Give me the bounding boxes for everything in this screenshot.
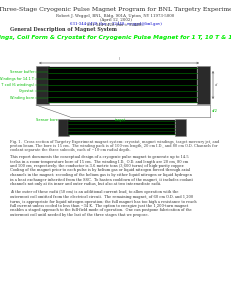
Text: channels in the magnet; recooling of the helium gas is by either liquid nitrogen: channels in the magnet; recooling of the… bbox=[10, 173, 192, 177]
Text: proton beam. The bore is 15 cm.  The winding pack is of 100-cm length, 20 cm I.D: proton beam. The bore is 15 cm. The wind… bbox=[10, 144, 218, 148]
Bar bbox=[197, 66, 210, 104]
Text: A Three-Stage Cryogenic Pulse Magnet Program for BNL Targetry Experiment: A Three-Stage Cryogenic Pulse Magnet Pro… bbox=[0, 7, 231, 12]
Text: Winding bore: Winding bore bbox=[10, 96, 34, 100]
Text: enables a staged approach to the full-field mode of operation.  One can postpone: enables a staged approach to the full-fi… bbox=[10, 208, 192, 212]
Text: outermost coil omitted from the electrical circuit.  The remaining magnet, of 60: outermost coil omitted from the electric… bbox=[10, 195, 193, 199]
Bar bbox=[175, 119, 186, 136]
Bar bbox=[58, 119, 69, 136]
Text: General Description of Magnet System: General Description of Magnet System bbox=[10, 27, 117, 32]
Text: full current unless cooled to less than ~34 K.  The option to energize just the : full current unless cooled to less than … bbox=[10, 204, 188, 208]
Text: Robert J. Weggel, BNL, Bldg. 901A, Upton, NY 11973-5000: Robert J. Weggel, BNL, Bldg. 901A, Upton… bbox=[56, 14, 175, 18]
Text: coolant separate the three subcoils, each of ~10-cm radial depth.: coolant separate the three subcoils, eac… bbox=[10, 148, 131, 152]
Text: (April 12, 2002): (April 12, 2002) bbox=[100, 18, 131, 22]
Text: Cryostat: Cryostat bbox=[18, 89, 34, 93]
Text: d/2: d/2 bbox=[212, 109, 218, 113]
Text: Windings, Coil Form & Cryostat for Cryogenic Pulse Magnet for 1 T, 10 T & 14.1 T: Windings, Coil Form & Cryostat for Cryog… bbox=[0, 35, 231, 40]
Text: At the outer of these radii (50 cm) is an additional current lead, to allow oper: At the outer of these radii (50 cm) is a… bbox=[10, 190, 179, 194]
Text: Windings for 14.1 T: Windings for 14.1 T bbox=[0, 76, 34, 80]
Text: channels not only at its inner and outer radius, but also at two intermediate ra: channels not only at its inner and outer… bbox=[10, 182, 161, 186]
Text: outermost coil until needed by the last of the three stages that we propose.: outermost coil until needed by the last … bbox=[10, 213, 149, 217]
Text: Cooling of the magnet prior to each pulse is by helium gas or liquid nitrogen fo: Cooling of the magnet prior to each puls… bbox=[10, 169, 190, 172]
Text: in a heat exchanger inherited from the SSC.  To hasten cooldown of the magnet, i: in a heat exchanger inherited from the S… bbox=[10, 178, 193, 182]
Text: turns, is appropriate for liquid nitrogen operation; the full magnet has too hig: turns, is appropriate for liquid nitroge… bbox=[10, 200, 197, 203]
Bar bbox=[68, 120, 175, 135]
Text: 631-344-2428 (fax = 32448;: 631-344-2428 (fax = 32448; bbox=[87, 22, 144, 26]
Text: 1 T coil (6 windings): 1 T coil (6 windings) bbox=[0, 83, 34, 87]
Text: target: target bbox=[114, 118, 126, 122]
Text: This report documents the conceptual design of a cryogenic pulse magnet to gener: This report documents the conceptual des… bbox=[10, 155, 189, 159]
Bar bbox=[48, 67, 197, 103]
Bar bbox=[36, 66, 49, 104]
Text: Fig. 1.  Cross section of Targetry Experiment magnet system: cryostat, magnet wi: Fig. 1. Cross section of Targetry Experi… bbox=[10, 140, 219, 144]
Text: Sensor buffer: Sensor buffer bbox=[9, 70, 34, 74]
Text: 631-344-2428 (fax = 32448; weggel@bnl.gov): 631-344-2428 (fax = 32448; weggel@bnl.go… bbox=[70, 22, 161, 26]
Text: and 100 cm, respectively; the conductor is 3.6 metric tons (3,600 turns) of high: and 100 cm, respectively; the conductor … bbox=[10, 164, 184, 168]
Text: teslas in a room-temperature bore of 15 cm.  The winding I.D., O.D. and length a: teslas in a room-temperature bore of 15 … bbox=[10, 160, 188, 164]
Text: Sensor bore: Sensor bore bbox=[36, 118, 58, 122]
Text: d: d bbox=[215, 83, 217, 87]
